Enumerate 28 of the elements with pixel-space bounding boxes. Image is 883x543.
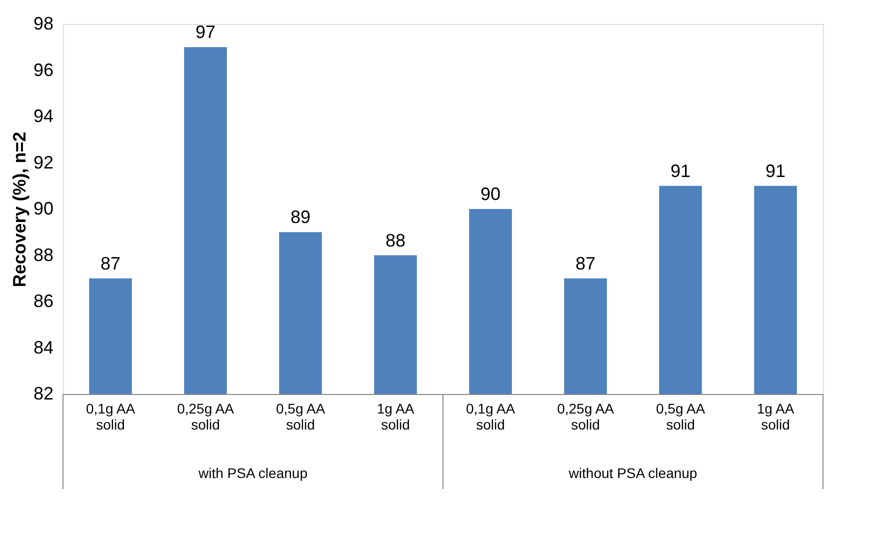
y-axis-title: Recovery (%), n=2: [9, 132, 30, 288]
y-tick-label: 92: [33, 152, 54, 172]
data-label: 88: [385, 230, 406, 250]
y-tick-label: 90: [33, 198, 54, 218]
data-label: 87: [575, 253, 596, 274]
x-tick-label: 1g AA solid: [376, 400, 415, 432]
y-tick-label: 88: [33, 244, 54, 265]
data-label: 91: [670, 160, 691, 181]
data-label: 91: [765, 160, 786, 181]
data-label: 97: [195, 22, 216, 42]
text: without PSA cleanup: [568, 465, 698, 481]
data-label: 89: [290, 207, 311, 228]
x-tick-label: 0,25g AA solid: [177, 400, 235, 432]
text: with PSA cleanup: [198, 465, 308, 481]
y-tick-label: 84: [33, 337, 54, 358]
y-tick-label: 94: [33, 106, 54, 126]
y-tick-label: 86: [33, 291, 54, 311]
x-tick-label: 0,1g AA solid: [86, 400, 136, 432]
x-tick-label: 0,25g AA solid: [557, 400, 615, 432]
x-tick-label: 0,1g AA solid: [466, 400, 516, 432]
x-tick-label: 1g AA solid: [756, 400, 795, 432]
y-tick-label: 96: [33, 60, 54, 80]
x-tick-label: 0,5g AA solid: [276, 400, 326, 432]
data-label: 87: [100, 253, 121, 274]
data-label: 90: [480, 184, 501, 204]
y-tick-label: 82: [33, 384, 54, 404]
x-tick-label: 0,5g AA solid: [656, 400, 706, 432]
y-tick-label: 98: [33, 14, 54, 34]
